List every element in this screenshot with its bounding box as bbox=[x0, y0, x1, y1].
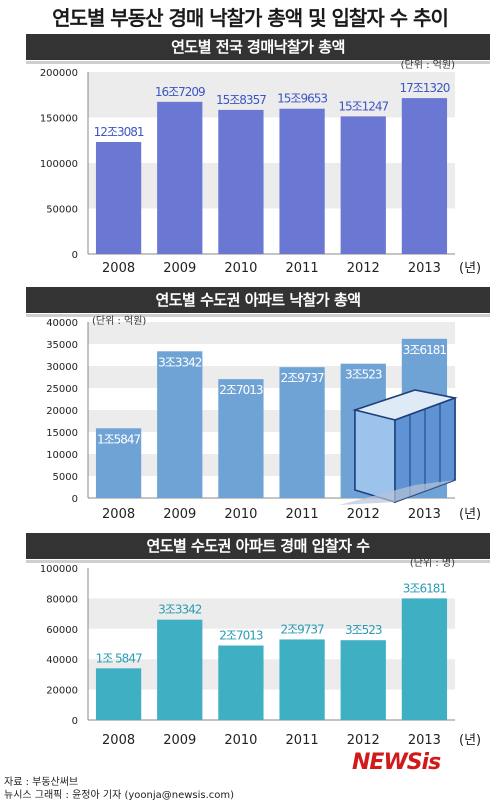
x-unit-label: (년) bbox=[459, 733, 481, 748]
grid-band bbox=[88, 659, 455, 690]
bar bbox=[157, 351, 203, 498]
chart-2-svg: 0 5000 10000 15000 20000 25000 30000 35000 40000… bbox=[46, 314, 481, 522]
data-label: 12조3081 bbox=[94, 125, 144, 139]
unit-label: (단위 : 억원) bbox=[401, 60, 455, 71]
x-tick-label: 2012 bbox=[347, 261, 380, 276]
y-tick-label: 20000 bbox=[46, 406, 78, 417]
data-label: 3조6181 bbox=[403, 581, 447, 595]
data-label: 1조 5847 bbox=[96, 651, 142, 665]
unit-label: (단위 : 명) bbox=[410, 558, 455, 569]
x-tick-label: 2009 bbox=[163, 261, 196, 276]
x-unit-label: (년) bbox=[459, 261, 481, 276]
bar bbox=[279, 367, 325, 498]
apartment-illustration bbox=[339, 389, 458, 505]
bar bbox=[157, 619, 203, 720]
y-tick-label: 15000 bbox=[46, 428, 78, 439]
x-tick-label: 2008 bbox=[102, 507, 135, 522]
grid-band bbox=[88, 163, 455, 209]
bar bbox=[95, 668, 142, 720]
y-tick-label: 40000 bbox=[46, 318, 78, 329]
y-tick-label: 200000 bbox=[40, 68, 78, 79]
unit-label: (단위 : 억원) bbox=[92, 314, 146, 327]
data-label: 2조7013 bbox=[219, 629, 263, 643]
data-label: 3조3342 bbox=[158, 603, 202, 617]
bar bbox=[157, 101, 203, 254]
chart-1-svg: 0 50000 100000 150000 200000 (단위 : 억원) 12조3081… bbox=[40, 60, 481, 276]
y-tick-label: 60000 bbox=[46, 625, 78, 636]
y-tick-label: 80000 bbox=[46, 594, 78, 605]
grid-band bbox=[88, 598, 455, 629]
chart-1-title: 연도별 전국 경매낙찰가 총액 bbox=[26, 34, 490, 64]
data-label: 3조3342 bbox=[158, 355, 202, 369]
data-label: 3조6181 bbox=[403, 343, 447, 357]
data-label: 15조8357 bbox=[216, 93, 266, 107]
grid-band bbox=[88, 322, 455, 344]
data-label: 2조9737 bbox=[280, 371, 324, 385]
x-tick-label: 2011 bbox=[286, 733, 319, 748]
grid-band bbox=[88, 72, 455, 118]
x-tick-label: 2010 bbox=[224, 507, 257, 522]
bar bbox=[340, 116, 386, 254]
data-label: 16조7209 bbox=[155, 85, 205, 99]
y-tick-label: 25000 bbox=[46, 384, 78, 395]
chart-3-title: 연도별 수도권 아파트 경매 입찰자 수 bbox=[26, 533, 490, 563]
x-tick-label: 2008 bbox=[102, 733, 135, 748]
data-label: 15조1247 bbox=[338, 99, 388, 113]
data-label: 3조523 bbox=[345, 623, 382, 637]
bar bbox=[218, 109, 264, 254]
data-label: 15조9653 bbox=[277, 92, 327, 106]
chart-2-title: 연도별 수도권 아파트 낙찰가 총액 bbox=[26, 287, 490, 317]
chart-3-svg: 0 20000 40000 60000 80000 100000 (단위 : 명) 1조 58… bbox=[40, 558, 481, 748]
y-tick-label: 100000 bbox=[40, 159, 78, 170]
bar bbox=[218, 379, 264, 498]
newsis-logo: NEWSis bbox=[352, 750, 441, 775]
y-tick-label: 35000 bbox=[46, 340, 78, 351]
y-tick-label: 10000 bbox=[46, 450, 78, 461]
x-tick-label: 2008 bbox=[102, 261, 135, 276]
data-label: 17조1320 bbox=[399, 81, 449, 95]
page-title: 연도별 부동산 경매 낙찰가 총액 및 입찰자 수 추이 bbox=[52, 6, 449, 30]
y-tick-label: 100000 bbox=[40, 564, 78, 575]
bar bbox=[340, 640, 386, 720]
x-tick-label: 2010 bbox=[224, 733, 257, 748]
x-tick-label: 2013 bbox=[408, 507, 441, 522]
x-tick-label: 2013 bbox=[408, 733, 441, 748]
data-label: 1조5847 bbox=[97, 432, 141, 446]
bar bbox=[279, 108, 325, 254]
x-tick-label: 2011 bbox=[286, 261, 319, 276]
x-tick-label: 2010 bbox=[224, 261, 257, 276]
y-tick-label: 0 bbox=[72, 494, 78, 505]
x-tick-label: 2011 bbox=[286, 507, 319, 522]
bar bbox=[279, 639, 325, 720]
y-tick-label: 40000 bbox=[46, 655, 78, 666]
bar bbox=[401, 598, 448, 720]
x-unit-label: (년) bbox=[459, 507, 481, 522]
x-tick-label: 2009 bbox=[163, 733, 196, 748]
y-tick-label: 20000 bbox=[46, 686, 78, 697]
data-label: 2조9737 bbox=[280, 622, 324, 636]
source-text: 자료 : 부동산써브 bbox=[4, 777, 79, 788]
y-tick-label: 5000 bbox=[53, 472, 78, 483]
grid-band bbox=[88, 366, 455, 388]
x-tick-label: 2013 bbox=[408, 261, 441, 276]
y-tick-label: 0 bbox=[72, 250, 78, 261]
bar bbox=[95, 428, 142, 498]
data-label: 3조523 bbox=[345, 368, 382, 382]
credit-text: 뉴시스 그래픽 : 윤정아 기자 (yoonja@newsis.com) bbox=[4, 790, 235, 801]
bar bbox=[218, 645, 264, 720]
x-tick-label: 2012 bbox=[347, 733, 380, 748]
y-tick-label: 150000 bbox=[40, 114, 78, 125]
data-label: 2조7013 bbox=[219, 383, 263, 397]
y-tick-label: 0 bbox=[72, 716, 78, 727]
x-tick-label: 2012 bbox=[347, 507, 380, 522]
x-tick-label: 2009 bbox=[163, 507, 196, 522]
bar bbox=[401, 98, 448, 254]
y-tick-label: 30000 bbox=[46, 362, 78, 373]
y-tick-label: 50000 bbox=[46, 205, 78, 216]
bar bbox=[95, 141, 142, 254]
